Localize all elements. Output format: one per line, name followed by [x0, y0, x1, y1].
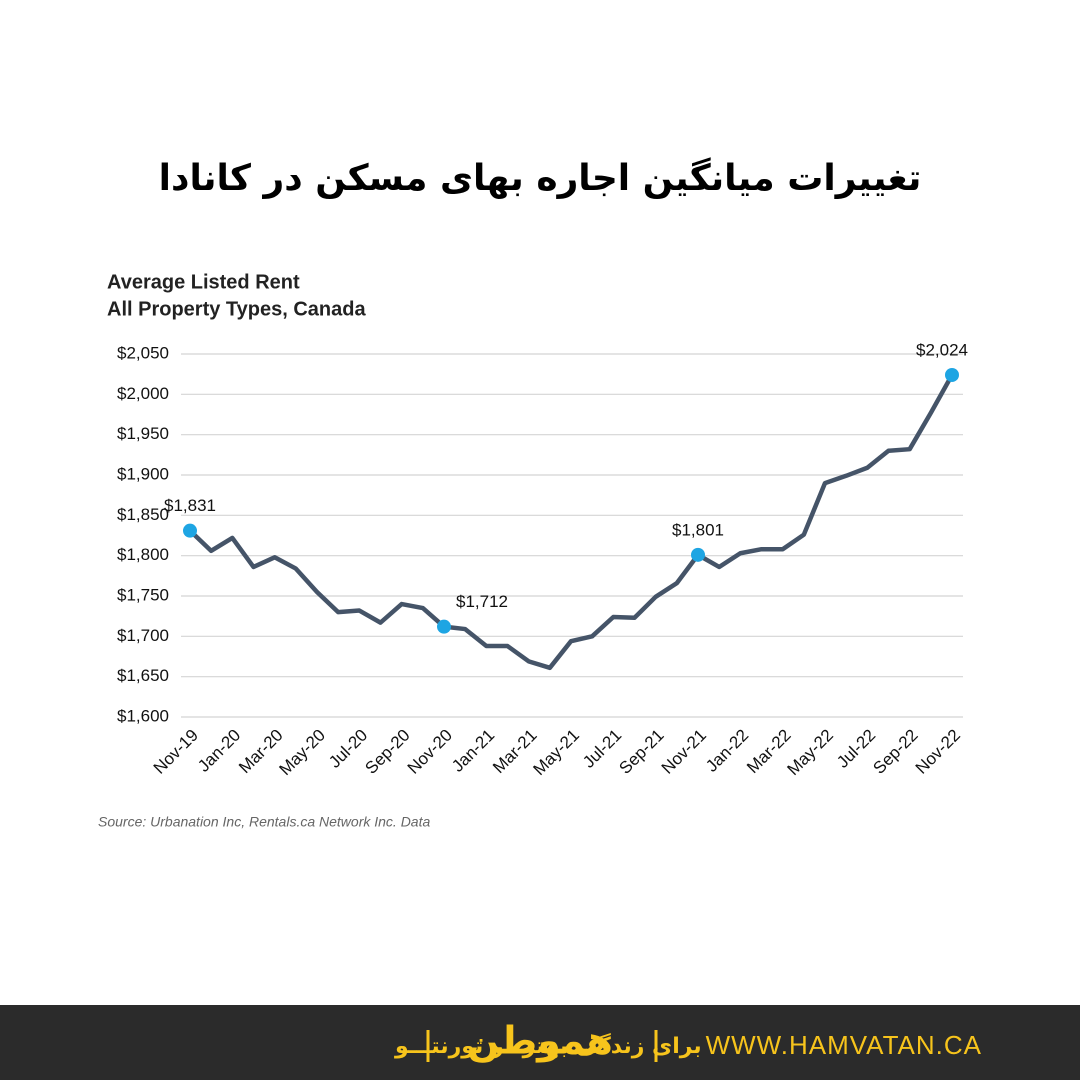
highlight-point	[945, 367, 959, 382]
data-label: $1,801	[672, 520, 724, 539]
data-label: $2,024	[916, 340, 968, 359]
y-tick-label: $1,700	[117, 626, 169, 645]
footer-logo: هموطن	[467, 1019, 613, 1063]
footer-tagline: برای زندگی بهتر در تورنتـــو	[394, 1032, 702, 1059]
series-line	[188, 373, 954, 671]
y-tick-label: $1,800	[117, 545, 169, 564]
highlight-point	[691, 547, 705, 562]
y-tick-label: $1,650	[117, 666, 169, 685]
source-note: Source: Urbanation Inc, Rentals.ca Netwo…	[98, 814, 430, 830]
y-tick-label: $1,600	[117, 706, 169, 725]
y-tick-label: $2,050	[117, 343, 169, 362]
y-tick-label: $1,900	[117, 464, 169, 483]
footer-website: WWW.HAMVATAN.CA	[706, 1030, 982, 1060]
data-label: $1,712	[456, 592, 508, 611]
y-tick-label: $1,750	[117, 585, 169, 604]
y-tick-label: $2,000	[117, 384, 169, 403]
data-label: $1,831	[164, 496, 216, 515]
y-tick-label: $1,950	[117, 424, 169, 443]
footer-bar	[0, 1005, 1080, 1080]
page-title: تغییرات میانگین اجاره بهای مسکن در کاناد…	[159, 157, 922, 199]
chart-title: Average Listed Rent	[107, 271, 300, 293]
chart-subtitle: All Property Types, Canada	[107, 298, 366, 320]
highlight-point	[183, 523, 197, 538]
y-tick-label: $1,850	[117, 505, 169, 524]
highlight-point	[437, 619, 451, 634]
